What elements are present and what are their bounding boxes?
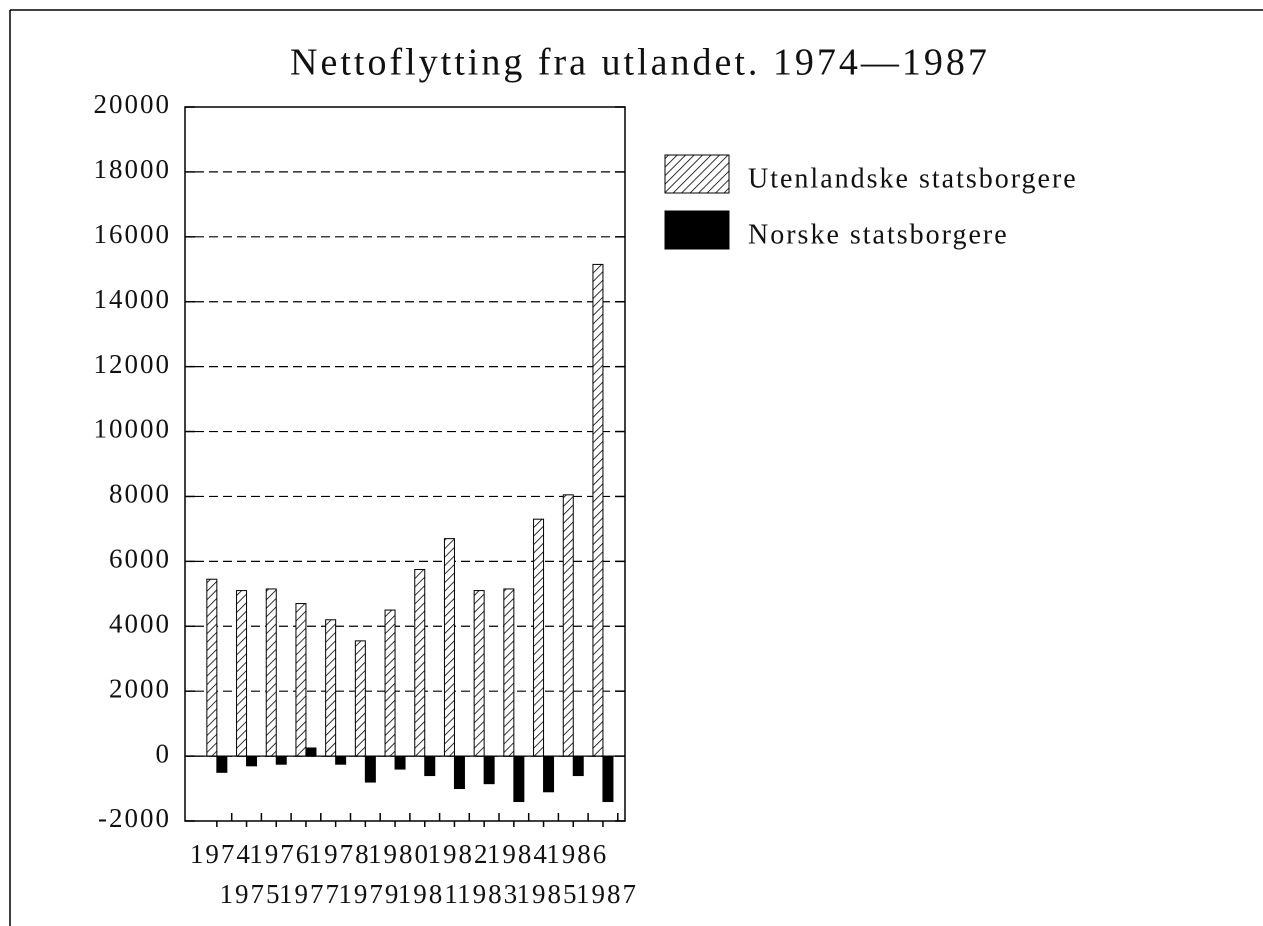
x-tick-label: 1981 — [398, 879, 460, 909]
x-tick-label: 1976 — [249, 839, 311, 869]
legend-label: Norske statsborgere — [748, 219, 1009, 250]
bar — [483, 755, 495, 785]
x-tick-label: 1983 — [457, 879, 519, 909]
y-tick-label: 16000 — [94, 219, 172, 249]
bar — [325, 619, 337, 757]
bar — [572, 755, 584, 777]
y-tick-label: -2000 — [98, 803, 171, 833]
y-tick-label: 6000 — [109, 544, 171, 574]
bar — [206, 578, 218, 757]
bar — [295, 603, 307, 757]
y-tick-label: 4000 — [109, 608, 171, 638]
y-tick-label: 10000 — [94, 414, 172, 444]
y-tick-label: 18000 — [94, 154, 172, 184]
bar — [384, 609, 396, 757]
legend-label: Utenlandske statsborgere — [748, 163, 1078, 194]
bar — [513, 755, 525, 803]
x-tick-label: 1979 — [338, 879, 400, 909]
bar — [305, 747, 317, 757]
bar — [246, 755, 258, 767]
bar — [533, 518, 545, 757]
bar — [265, 588, 277, 757]
bar — [443, 538, 455, 757]
y-tick-label: 2000 — [109, 673, 171, 703]
y-tick-label: 12000 — [94, 349, 172, 379]
bar — [354, 640, 366, 757]
bar — [236, 590, 248, 757]
bar — [275, 755, 287, 765]
bar — [602, 755, 614, 803]
chart-title: Nettoflytting fra utlandet. 1974—1987 — [290, 42, 990, 84]
bar — [335, 755, 347, 765]
legend-swatch — [664, 154, 730, 194]
bar — [562, 494, 574, 757]
y-tick-label: 0 — [156, 738, 172, 768]
plot-frame — [184, 106, 626, 822]
x-tick-label: 1982 — [427, 839, 489, 869]
bar — [414, 568, 426, 757]
bar — [364, 755, 376, 783]
y-tick-label: 14000 — [94, 284, 172, 314]
x-tick-label: 1987 — [576, 879, 638, 909]
x-tick-label: 1974 — [190, 839, 252, 869]
x-tick-label: 1975 — [220, 879, 282, 909]
x-tick-label: 1986 — [546, 839, 608, 869]
x-tick-label: 1980 — [368, 839, 430, 869]
bar — [424, 755, 436, 777]
x-tick-label: 1977 — [279, 879, 341, 909]
x-tick-label: 1978 — [309, 839, 371, 869]
bar — [216, 755, 228, 773]
bar — [473, 590, 485, 757]
bar — [394, 755, 406, 770]
bar — [592, 263, 604, 757]
legend-swatch — [664, 210, 730, 250]
bar — [453, 755, 465, 790]
y-tick-label: 8000 — [109, 479, 171, 509]
x-tick-label: 1984 — [487, 839, 549, 869]
y-tick-label: 20000 — [94, 89, 172, 119]
bar — [543, 755, 555, 793]
x-tick-label: 1985 — [517, 879, 579, 909]
bar — [503, 588, 515, 757]
